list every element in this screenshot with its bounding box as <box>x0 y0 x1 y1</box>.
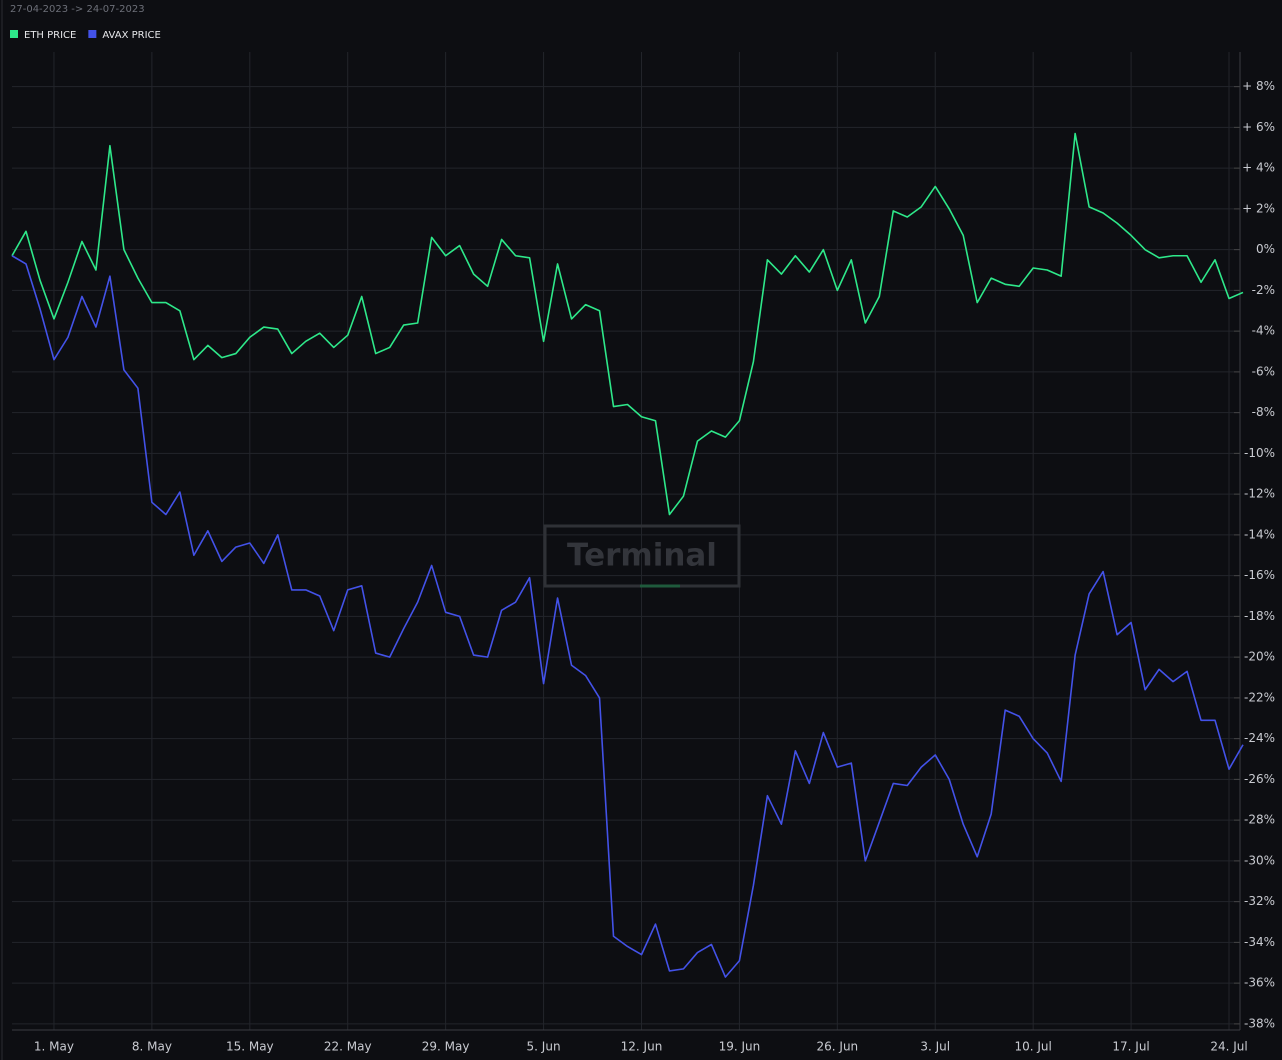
y-tick-label: -24% <box>1244 731 1275 745</box>
y-tick-label: -38% <box>1244 1016 1275 1030</box>
y-tick-label: -10% <box>1244 446 1275 460</box>
y-tick-label: -26% <box>1244 772 1275 786</box>
y-tick-label: -2% <box>1252 283 1275 297</box>
x-tick-label: 12. Jun <box>621 1040 663 1054</box>
y-tick-label: + 8% <box>1242 79 1275 93</box>
y-tick-label: + 4% <box>1242 161 1275 175</box>
price-line <box>11 255 1244 978</box>
y-tick-label: -4% <box>1252 324 1275 338</box>
x-tick-label: 1. May <box>34 1040 74 1054</box>
legend-label: ETH PRICE <box>24 30 76 41</box>
x-tick-label: 19. Jun <box>719 1040 761 1054</box>
watermark-box: Terminal <box>543 524 741 588</box>
y-tick-label: -20% <box>1244 650 1275 664</box>
y-tick-label: -36% <box>1244 976 1275 990</box>
grid: + 8% + 6% + 4% + 2% 0% -2% -4% -6% -8% -10% -12% -1… <box>12 52 1275 1054</box>
y-tick-label: -12% <box>1244 487 1275 501</box>
x-tick-label: 22. May <box>324 1040 372 1054</box>
y-tick-label: -30% <box>1244 853 1275 867</box>
legend: ETH PRICE AVAX PRICE <box>10 30 161 41</box>
x-tick-label: 29. May <box>422 1040 470 1054</box>
y-tick-label: -14% <box>1244 527 1275 541</box>
y-tick-label: + 2% <box>1242 201 1275 215</box>
lines <box>11 132 1244 978</box>
x-tick-label: 8. May <box>132 1040 172 1054</box>
legend-swatch <box>10 30 18 38</box>
y-tick-label: -18% <box>1244 609 1275 623</box>
y-tick-label: 0% <box>1256 242 1275 256</box>
y-tick-label: -28% <box>1244 813 1275 827</box>
x-tick-label: 15. May <box>226 1040 274 1054</box>
x-tick-label: 24. Jul <box>1210 1040 1247 1054</box>
y-tick-label: -8% <box>1252 405 1275 419</box>
x-tick-label: 5. Jun <box>527 1040 561 1054</box>
y-tick-label: -6% <box>1252 364 1275 378</box>
x-tick-label: 10. Jul <box>1014 1040 1051 1054</box>
legend-label: AVAX PRICE <box>102 30 161 41</box>
price-line <box>11 132 1244 516</box>
x-tick-label: 3. Jul <box>920 1040 950 1054</box>
y-tick-label: -22% <box>1244 690 1275 704</box>
x-tick-label: 26. Jun <box>817 1040 859 1054</box>
y-tick-label: -34% <box>1244 935 1275 949</box>
legend-swatch <box>88 30 97 38</box>
y-tick-label: -32% <box>1244 894 1275 908</box>
y-tick-label: -16% <box>1244 568 1275 582</box>
y-tick-label: + 6% <box>1242 120 1275 134</box>
x-tick-label: 17. Jul <box>1112 1040 1149 1054</box>
date-range: 27-04-2023 -> 24-07-2023 <box>10 4 145 15</box>
watermark: Terminal <box>567 538 717 574</box>
